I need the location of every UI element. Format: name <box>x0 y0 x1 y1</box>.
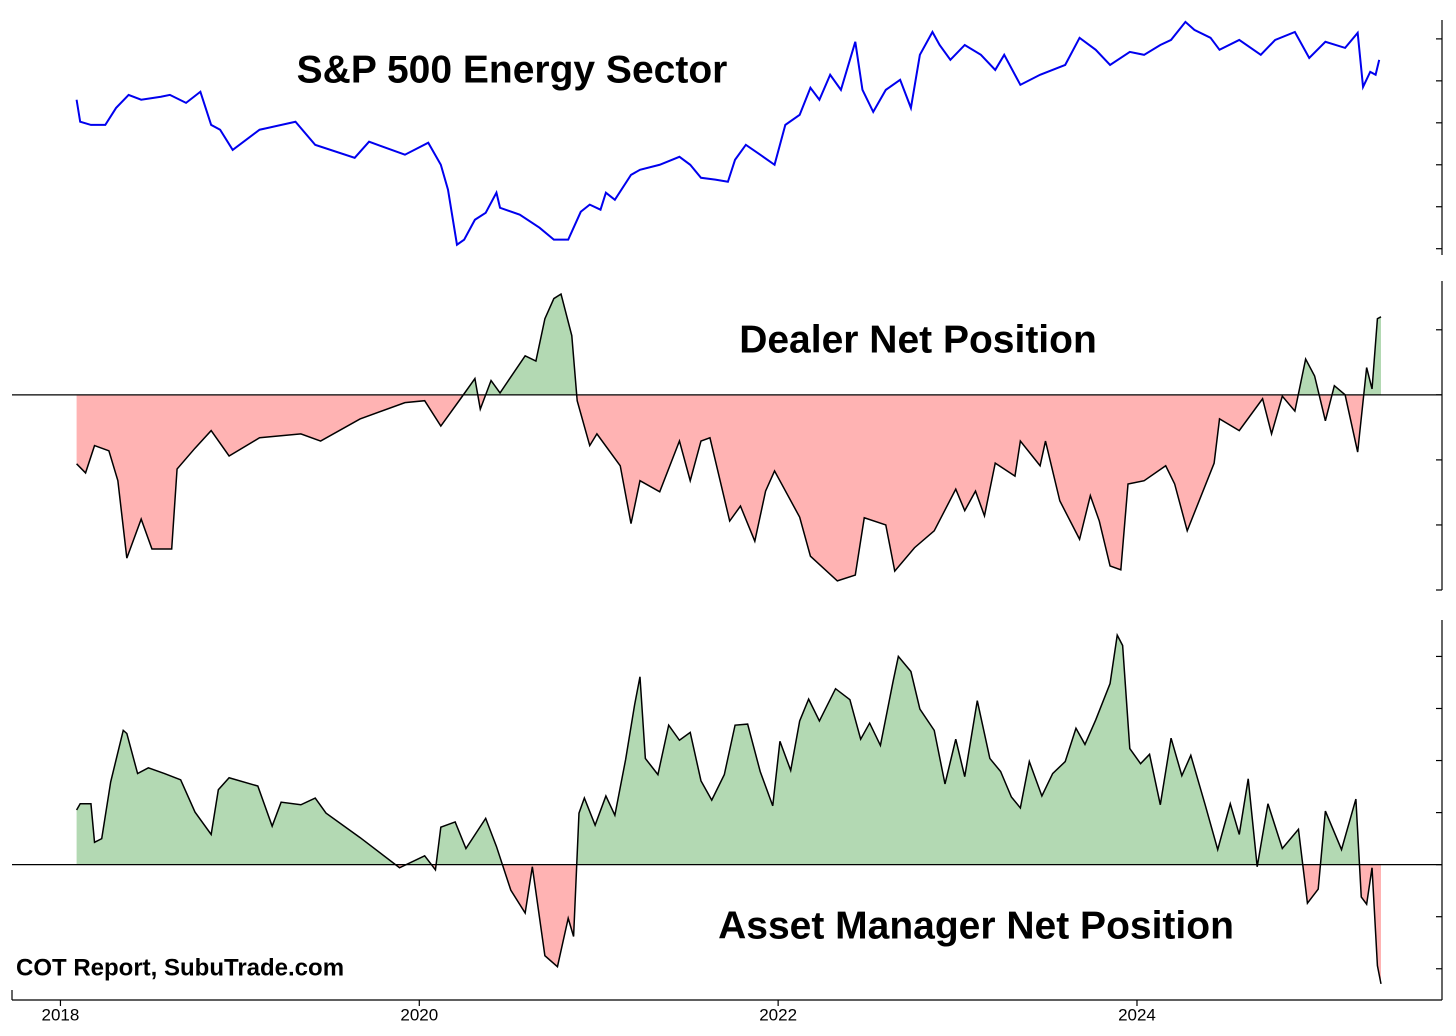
x-tick-label: 2022 <box>759 1005 797 1024</box>
panel-title: Asset Manager Net Position <box>718 904 1234 947</box>
area-positive <box>76 635 1360 865</box>
price-line <box>75 20 1381 247</box>
position-line <box>75 632 1382 985</box>
panel-title: Dealer Net Position <box>739 318 1097 361</box>
source-note: COT Report, SubuTrade.com <box>16 954 344 981</box>
panel-title: S&P 500 Energy Sector <box>297 48 728 91</box>
x-tick-label: 2018 <box>42 1005 80 1024</box>
position-line <box>76 292 1382 582</box>
x-tick-label: 2020 <box>400 1005 438 1024</box>
area-negative <box>76 394 1364 581</box>
x-tick-label: 2024 <box>1118 1005 1156 1024</box>
